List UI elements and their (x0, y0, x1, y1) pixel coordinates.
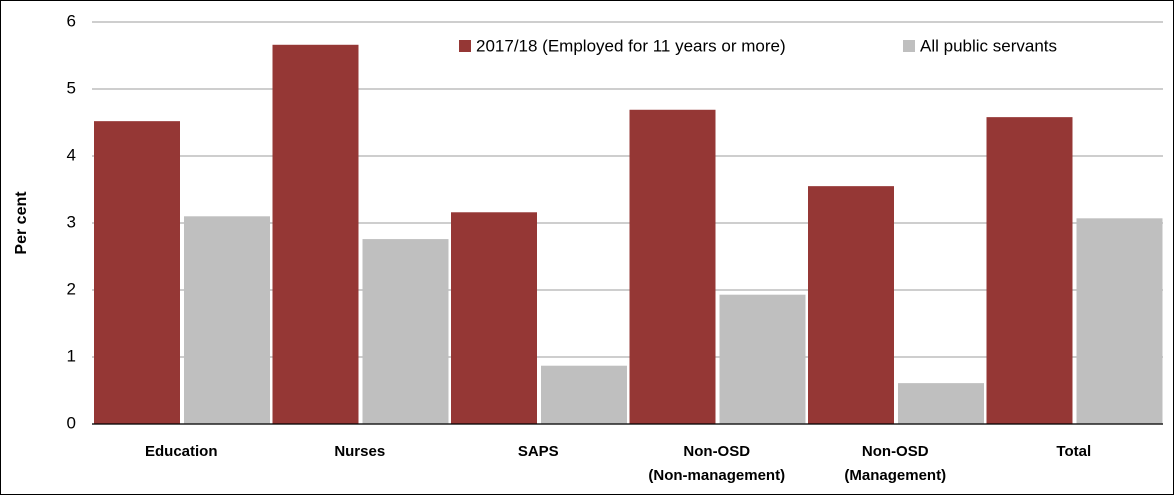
legend-label: 2017/18 (Employed for 11 years or more) (476, 36, 786, 55)
x-tick-label: SAPS (518, 443, 559, 460)
x-tick-label-line: Non-OSD (683, 443, 750, 460)
y-axis-label: Per cent (13, 191, 30, 255)
x-tick-label: Non-OSD (Non-management) (648, 443, 785, 484)
bar (184, 216, 270, 424)
y-tick-label: 2 (67, 279, 76, 298)
x-tick-label-line: Non-OSD (862, 443, 929, 460)
y-tick-label: 1 (67, 346, 76, 365)
x-tick-label-line: Nurses (334, 443, 385, 460)
x-tick-label: Non-OSD (Management) (844, 443, 946, 484)
bar (986, 117, 1073, 424)
bar (719, 294, 806, 424)
bar (898, 383, 984, 424)
x-tick-label-line: Education (145, 443, 218, 460)
y-tick-label: 4 (67, 145, 76, 164)
legend-swatch (903, 40, 915, 52)
x-tick-label-line: SAPS (518, 443, 559, 460)
bar (451, 212, 537, 424)
legend-swatch (459, 40, 471, 52)
bar (272, 44, 359, 424)
x-tick-label-line: (Non-management) (648, 467, 785, 484)
y-tick-label: 3 (67, 212, 76, 231)
bar (541, 365, 627, 424)
x-tick-label-line: Total (1056, 443, 1091, 460)
bar (808, 186, 894, 424)
x-tick-label-line: (Management) (844, 467, 946, 484)
x-tick-label: Nurses (334, 443, 385, 460)
y-tick-label: 0 (67, 413, 76, 432)
x-tick-label: Total (1056, 443, 1091, 460)
bar (1076, 218, 1163, 424)
bar (362, 239, 449, 424)
y-tick-label: 6 (67, 11, 76, 30)
y-tick-label: 5 (67, 78, 76, 97)
bar (629, 109, 716, 425)
legend-label: All public servants (920, 36, 1057, 55)
bar (94, 121, 180, 424)
x-tick-label: Education (145, 443, 218, 460)
